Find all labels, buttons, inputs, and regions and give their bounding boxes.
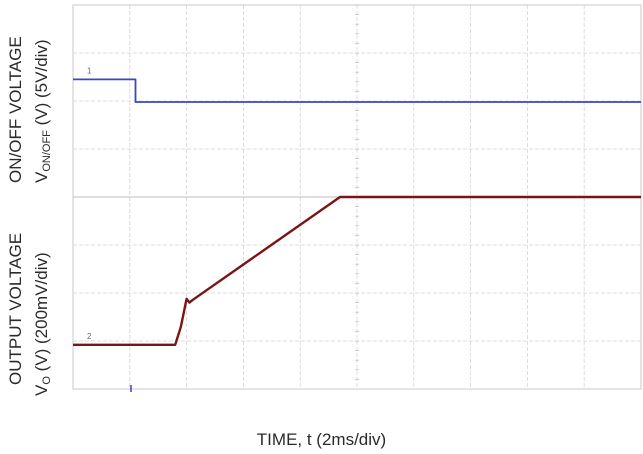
series-line — [73, 195, 641, 346]
series-line — [73, 78, 641, 103]
top-ylabel-v: V — [32, 171, 51, 183]
bottom-ylabel-sub: O — [41, 376, 53, 385]
bottom-ylabel-line1: OUTPUT VOLTAGE — [6, 232, 25, 385]
bottom-ylabel-line2: VO (V) (200mV/div) — [32, 252, 53, 396]
traces: 12 — [73, 66, 641, 346]
top-ylabel-line1: ON/OFF VOLTAGE — [6, 36, 25, 183]
channel-marker: 2 — [87, 332, 92, 341]
channel-marker: 1 — [87, 66, 92, 75]
bottom-ylabel-v: V — [32, 384, 51, 396]
x-axis-label: TIME, t (2ms/div) — [256, 430, 387, 449]
top-ylabel-line2: VON/OFF (V) (5V/div) — [32, 39, 53, 183]
top-ylabel-rest: (V) (5V/div) — [32, 39, 51, 131]
top-ylabel-sub: ON/OFF — [41, 130, 53, 172]
bottom-ylabel-rest: (V) (200mV/div) — [32, 252, 51, 377]
